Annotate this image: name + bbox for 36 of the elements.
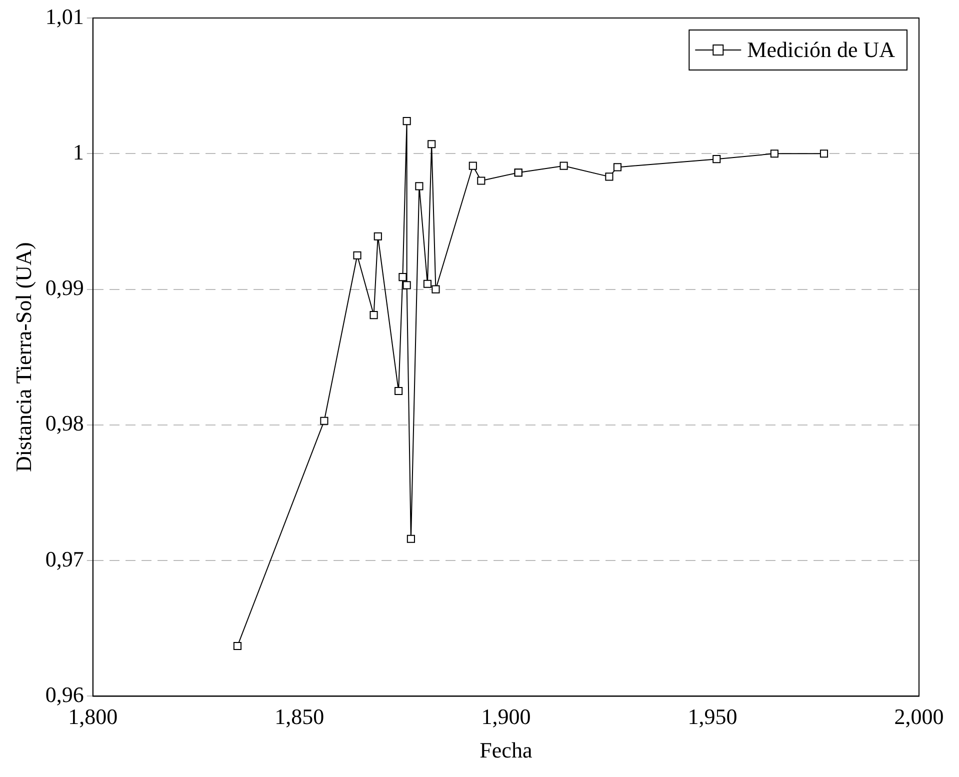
point [394, 386, 403, 396]
point [468, 162, 477, 170]
point [613, 163, 622, 172]
point [432, 285, 440, 294]
point [398, 273, 407, 282]
point [428, 140, 436, 148]
point [605, 172, 614, 181]
y-tick-label: 0,98 [45, 410, 84, 436]
y-tick-label: 0,97 [45, 546, 84, 572]
point [820, 150, 828, 158]
point [423, 280, 432, 288]
point [415, 182, 424, 190]
x-tick-label: 1,850 [274, 704, 324, 730]
point [477, 176, 486, 185]
x-tick-label: 2,000 [894, 704, 944, 730]
point [712, 155, 721, 164]
y-tick-label: 0,99 [45, 275, 84, 300]
point [320, 416, 328, 425]
y-tick-label: 1 [72, 139, 84, 164]
x-tick-label: 1,900 [481, 704, 531, 730]
x-tick-label: 1,800 [68, 704, 118, 730]
legend-label: Medición de UA [747, 36, 896, 62]
x-axis-title: Fecha [480, 738, 532, 763]
point [402, 117, 411, 126]
point [402, 281, 411, 290]
y-tick-label: 1,01 [45, 4, 84, 29]
point [374, 232, 382, 240]
y-tick-label: 0,96 [45, 682, 84, 707]
point [370, 311, 378, 320]
point [353, 251, 362, 260]
point [560, 162, 568, 170]
point [406, 534, 415, 543]
x-tick-label: 1,950 [688, 704, 738, 730]
point [233, 642, 242, 650]
y-axis-title: Distancia Tierra-Sol (UA) [10, 242, 36, 472]
point [770, 150, 778, 158]
